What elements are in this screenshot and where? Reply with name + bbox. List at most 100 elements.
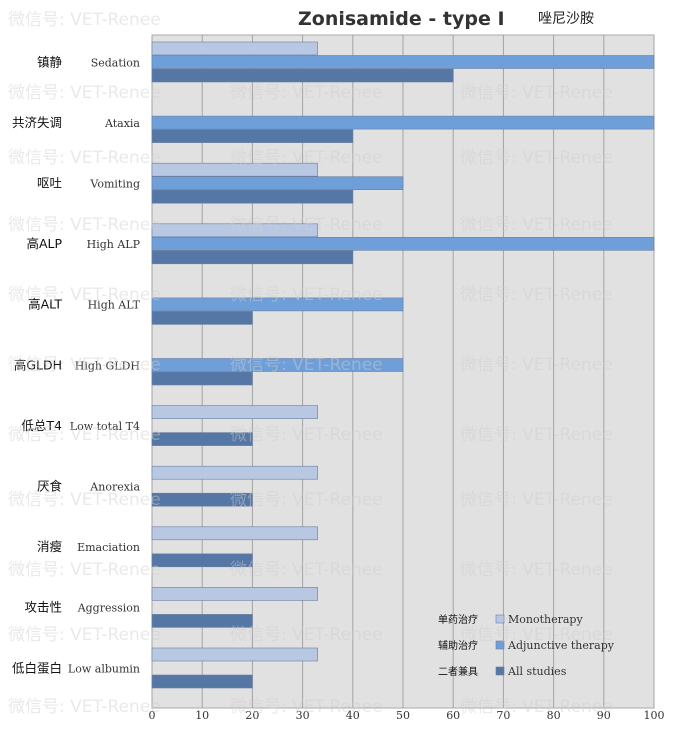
watermark-text: 微信号: VET-Renee bbox=[8, 148, 161, 168]
watermark-text: 微信号: VET-Renee bbox=[460, 560, 613, 580]
legend-swatch bbox=[495, 666, 505, 676]
bar-adjunctive-therapy bbox=[151, 358, 404, 372]
bar-all-studies bbox=[151, 614, 253, 628]
x-tick-label: 50 bbox=[396, 709, 410, 722]
watermark-text: 微信号: VET-Renee bbox=[460, 148, 613, 168]
x-tick-label: 10 bbox=[195, 709, 209, 722]
watermark-text: 微信号: VET-Renee bbox=[460, 215, 613, 235]
watermark-text: 微信号: VET-Renee bbox=[8, 10, 161, 30]
category-labels: 镇静 Sedation 共济失调 Ataxia 呕吐 Vomiting 高ALP High A… bbox=[12, 54, 141, 675]
bar-all-studies bbox=[151, 68, 454, 83]
bar-all-studies bbox=[151, 129, 354, 143]
watermark-text: 微信号: VET-Renee bbox=[230, 560, 383, 580]
bar-all-studies bbox=[151, 189, 354, 204]
watermark-text: 微信号: VET-Renee bbox=[460, 697, 613, 717]
x-tick-label: 30 bbox=[296, 709, 310, 722]
category-label-zh: 厌食 bbox=[37, 478, 63, 493]
watermark-text: 微信号: VET-Renee bbox=[8, 215, 161, 235]
legend-label: Monotherapy bbox=[508, 613, 583, 626]
watermark-text: 微信号: VET-Renee bbox=[230, 83, 383, 103]
watermark-text: 微信号: VET-Renee bbox=[8, 425, 161, 445]
watermark-text: 微信号: VET-Renee bbox=[8, 490, 161, 510]
bar-all-studies bbox=[151, 553, 253, 568]
category-label-zh: 高GLDH bbox=[14, 357, 62, 372]
watermark-text: 微信号: VET-Renee bbox=[230, 625, 383, 645]
category-label-zh: 低白蛋白 bbox=[12, 660, 62, 675]
bar-monotherapy bbox=[151, 465, 318, 480]
bars bbox=[151, 41, 655, 689]
watermark-text: 微信号: VET-Renee bbox=[8, 625, 161, 645]
watermark-text: 微信号: VET-Renee bbox=[230, 425, 383, 445]
bar-adjunctive-therapy bbox=[151, 176, 404, 190]
chart-subtitle: 唑尼沙胺 bbox=[538, 11, 594, 27]
x-axis-ticks: 0 10 20 30 40 50 60 70 80 90 100 bbox=[149, 709, 665, 722]
bar-adjunctive-therapy bbox=[151, 115, 655, 130]
watermark-text: 微信号: VET-Renee bbox=[230, 215, 383, 235]
legend-label-zh: 二者兼具 bbox=[438, 665, 478, 678]
legend-label: Adjunctive therapy bbox=[507, 639, 615, 652]
bar-adjunctive-therapy bbox=[151, 297, 404, 312]
x-tick-label: 100 bbox=[644, 709, 665, 722]
bar-monotherapy bbox=[151, 526, 318, 541]
legend-label: All studies bbox=[507, 665, 567, 678]
bar-adjunctive-therapy bbox=[151, 55, 655, 69]
x-tick-label: 20 bbox=[245, 709, 259, 722]
category-label-zh: 攻击性 bbox=[24, 600, 62, 615]
category-label-en: Low total T4 bbox=[70, 420, 140, 433]
watermark-text: 微信号: VET-Renee bbox=[460, 625, 613, 645]
watermark-text: 微信号: VET-Renee bbox=[230, 697, 383, 717]
bar-monotherapy bbox=[151, 162, 318, 177]
bar-all-studies bbox=[151, 250, 354, 265]
watermark-text: 微信号: VET-Renee bbox=[230, 355, 383, 375]
bar-monotherapy bbox=[151, 223, 318, 238]
watermark-text: 微信号: VET-Renee bbox=[8, 285, 161, 305]
bar-monotherapy bbox=[151, 587, 318, 601]
chart-title: Zonisamide - type I bbox=[298, 8, 505, 30]
bar-all-studies bbox=[151, 311, 253, 325]
watermark-text: 微信号: VET-Renee bbox=[8, 83, 161, 103]
bar-all-studies bbox=[151, 371, 253, 386]
watermark-text: 微信号: VET-Renee bbox=[460, 285, 613, 305]
legend-swatch bbox=[495, 640, 505, 650]
watermarks: 微信号: VET-Renee 微信号: VET-Renee 微信号: VET-Ren… bbox=[8, 10, 613, 717]
category-label-en: High GLDH bbox=[75, 359, 140, 372]
category-label-zh: 镇静 bbox=[37, 54, 63, 69]
x-tick-label: 40 bbox=[346, 709, 360, 722]
bar-adjunctive-therapy bbox=[151, 237, 655, 251]
bar-all-studies bbox=[151, 492, 253, 507]
category-label-zh: 高ALT bbox=[28, 297, 62, 312]
legend: 单药治疗 Monotherapy 辅助治疗 Adjunctive therapy 二者兼… bbox=[438, 613, 615, 678]
watermark-text: 微信号: VET-Renee bbox=[460, 490, 613, 510]
watermark-text: 微信号: VET-Renee bbox=[8, 560, 161, 580]
watermark-text: 微信号: VET-Renee bbox=[460, 83, 613, 103]
x-tick-label: 70 bbox=[496, 709, 510, 722]
category-label-en: Ataxia bbox=[104, 117, 140, 130]
category-label-en: Low albumin bbox=[68, 662, 140, 675]
watermark-text: 微信号: VET-Renee bbox=[460, 355, 613, 375]
bar-all-studies bbox=[151, 674, 253, 689]
category-label-zh: 消瘦 bbox=[37, 539, 62, 554]
category-label-zh: 低总T4 bbox=[21, 418, 62, 433]
bar-all-studies bbox=[151, 432, 253, 446]
category-label-en: Anorexia bbox=[89, 480, 140, 493]
watermark-text: 微信号: VET-Renee bbox=[230, 148, 383, 168]
x-tick-label: 90 bbox=[597, 709, 611, 722]
category-label-en: Aggression bbox=[77, 602, 140, 615]
category-label-en: High ALP bbox=[87, 238, 141, 251]
legend-swatch bbox=[495, 614, 505, 624]
category-label-zh: 高ALP bbox=[26, 236, 62, 251]
category-label-zh: 呕吐 bbox=[37, 175, 63, 190]
x-tick-label: 0 bbox=[149, 709, 156, 722]
legend-label-zh: 辅助治疗 bbox=[438, 639, 478, 652]
watermark-text: 微信号: VET-Renee bbox=[8, 355, 161, 375]
category-label-en: Vomiting bbox=[89, 177, 140, 190]
category-label-en: High ALT bbox=[88, 299, 141, 312]
bar-monotherapy bbox=[151, 41, 318, 56]
bar-monotherapy bbox=[151, 647, 318, 662]
x-tick-label: 60 bbox=[446, 709, 460, 722]
category-label-en: Sedation bbox=[91, 56, 140, 69]
category-label-en: Emaciation bbox=[77, 541, 140, 554]
watermark-text: 微信号: VET-Renee bbox=[8, 697, 161, 717]
bar-monotherapy bbox=[151, 405, 318, 419]
